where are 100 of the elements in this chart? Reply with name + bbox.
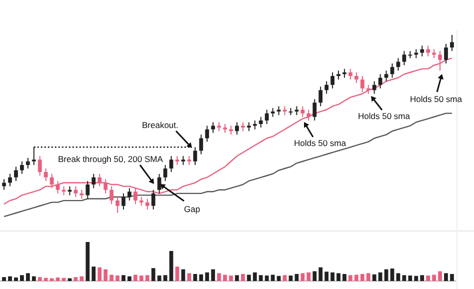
candlestick [270, 108, 275, 117]
bar [133, 274, 138, 281]
candlestick [193, 147, 198, 165]
candlestick [420, 46, 424, 56]
bar [444, 273, 448, 281]
candlestick [14, 166, 18, 181]
candlestick [32, 147, 36, 165]
candlestick [169, 156, 174, 172]
candlestick [139, 196, 144, 206]
candlestick [432, 49, 436, 58]
bar [163, 275, 168, 281]
bar [80, 276, 84, 281]
bar [396, 273, 400, 281]
annotation: Breakout. [142, 120, 178, 130]
bar [98, 267, 102, 281]
bar [390, 268, 394, 281]
candlestick [44, 168, 48, 181]
bar [169, 250, 174, 281]
bar [14, 277, 18, 281]
bar [175, 266, 180, 281]
candlestick [258, 116, 263, 128]
bar [110, 274, 114, 281]
candlestick [252, 120, 257, 130]
candlestick [122, 193, 126, 210]
bar [372, 274, 376, 281]
bar [217, 273, 221, 281]
candlestick [342, 68, 346, 78]
candlestick [8, 174, 12, 186]
bar [38, 277, 42, 281]
annotation: Holds 50 sma [410, 94, 462, 104]
candlestick [348, 68, 352, 80]
candlestick [402, 51, 406, 66]
bar [450, 274, 454, 281]
bar [205, 272, 210, 281]
bar [258, 275, 263, 281]
bar [408, 276, 412, 281]
bar [211, 269, 216, 281]
bar [324, 272, 328, 281]
bar [306, 272, 311, 281]
bar [438, 271, 442, 281]
candlestick [426, 46, 430, 56]
bar [336, 273, 340, 281]
bar [74, 277, 78, 281]
bar [318, 267, 323, 281]
candlestick [181, 156, 186, 165]
bar [354, 274, 358, 281]
bar [128, 276, 132, 281]
candlestick [116, 196, 120, 213]
candlestick [56, 180, 60, 194]
candlestick [151, 190, 156, 210]
candlestick [145, 198, 150, 210]
candlestick [92, 174, 96, 188]
bar [122, 275, 126, 281]
bar [420, 275, 424, 281]
candlestick [86, 180, 90, 199]
candlestick [366, 84, 370, 94]
candlestick [414, 49, 418, 58]
bar [223, 274, 227, 281]
bar [8, 276, 12, 281]
candlestick [38, 156, 42, 176]
candlestick [26, 158, 30, 168]
bar [432, 274, 436, 281]
candlestick [282, 106, 287, 116]
candlestick [294, 106, 299, 116]
candlestick [240, 122, 245, 132]
candlestick [324, 81, 328, 94]
candlestick [300, 106, 305, 117]
candlestick [235, 122, 239, 135]
bar [312, 271, 317, 281]
bar [26, 273, 30, 281]
bar [414, 276, 418, 281]
bar [229, 276, 233, 281]
annotation: Holds 50 sma [294, 138, 346, 148]
candlestick [396, 58, 400, 71]
bar [240, 274, 245, 281]
bar [2, 277, 6, 281]
candlestick [276, 106, 281, 116]
candlestick [306, 110, 311, 120]
bar [116, 276, 120, 281]
candlestick [229, 126, 233, 135]
candlestick [80, 190, 84, 199]
bar [246, 274, 251, 281]
candlestick [246, 122, 251, 132]
bar [151, 268, 156, 281]
candlestick [187, 156, 192, 165]
candlestick [163, 164, 168, 181]
bar [86, 242, 90, 281]
bar [139, 276, 144, 281]
candlestick [98, 174, 102, 186]
bar [235, 275, 239, 281]
candlestick [211, 122, 216, 133]
bar [44, 278, 48, 281]
candlestick [318, 86, 323, 106]
bar [294, 274, 299, 281]
candlestick [312, 99, 317, 120]
bar [426, 276, 430, 281]
bar [402, 275, 406, 281]
bar [366, 273, 370, 281]
candlestick [264, 110, 269, 124]
bar [330, 272, 334, 281]
